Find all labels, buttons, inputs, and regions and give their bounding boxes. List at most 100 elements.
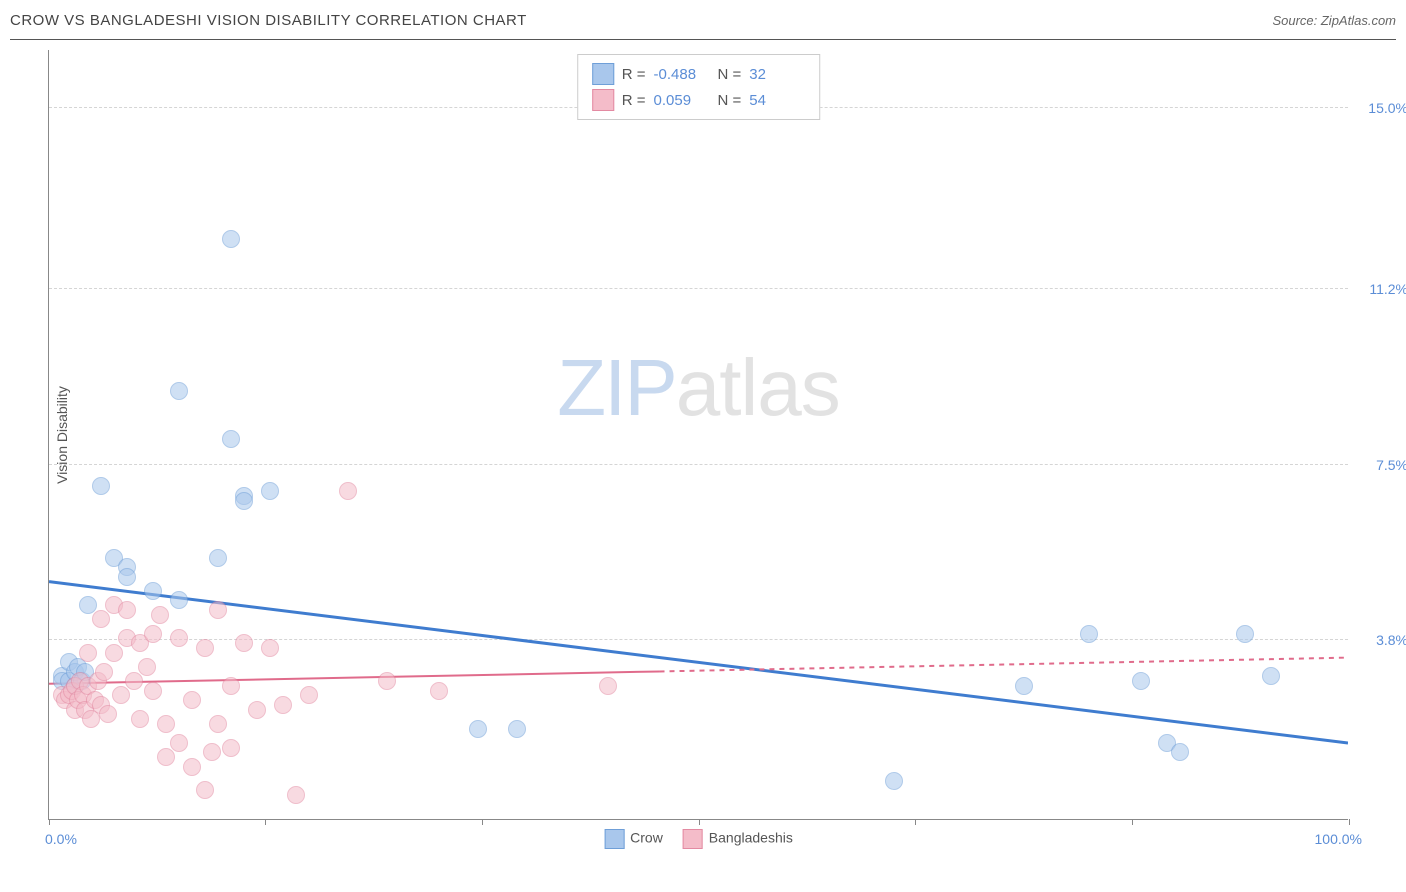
scatter-point <box>1080 625 1098 643</box>
scatter-point <box>112 686 130 704</box>
scatter-point <box>235 492 253 510</box>
scatter-point <box>235 634 253 652</box>
scatter-point <box>79 644 97 662</box>
watermark: ZIPatlas <box>557 342 839 434</box>
scatter-point <box>248 701 266 719</box>
scatter-point <box>157 715 175 733</box>
scatter-point <box>92 610 110 628</box>
scatter-point <box>105 644 123 662</box>
n-value-crow: 32 <box>749 66 805 83</box>
x-tick <box>265 819 266 825</box>
x-tick <box>699 819 700 825</box>
scatter-point <box>1236 625 1254 643</box>
scatter-point <box>209 601 227 619</box>
scatter-point <box>274 696 292 714</box>
scatter-point <box>339 482 357 500</box>
scatter-point <box>144 682 162 700</box>
scatter-point <box>261 639 279 657</box>
scatter-point <box>222 677 240 695</box>
chart-title: CROW VS BANGLADESHI VISION DISABILITY CO… <box>10 12 527 29</box>
scatter-point <box>151 606 169 624</box>
scatter-point <box>469 720 487 738</box>
legend-bottom-swatch-bangladeshis <box>683 829 703 849</box>
scatter-point <box>170 591 188 609</box>
scatter-point <box>222 430 240 448</box>
scatter-point <box>183 758 201 776</box>
scatter-point <box>118 601 136 619</box>
y-tick-label: 7.5% <box>1376 457 1406 473</box>
scatter-point <box>1015 677 1033 695</box>
legend-stats-row-bangladeshis: R = 0.059 N = 54 <box>592 87 806 113</box>
scatter-point <box>222 739 240 757</box>
scatter-point <box>430 682 448 700</box>
legend-swatch-crow <box>592 63 614 85</box>
r-value-bangladeshis: 0.059 <box>654 92 710 109</box>
scatter-point <box>95 663 113 681</box>
legend-bottom-label-bangladeshis: Bangladeshis <box>709 830 793 846</box>
scatter-point <box>125 672 143 690</box>
scatter-point <box>378 672 396 690</box>
legend-item-bangladeshis: Bangladeshis <box>683 829 793 849</box>
header-bar: CROW VS BANGLADESHI VISION DISABILITY CO… <box>10 8 1396 40</box>
scatter-point <box>1132 672 1150 690</box>
legend-bottom-label-crow: Crow <box>630 830 663 846</box>
scatter-point <box>92 477 110 495</box>
x-tick <box>49 819 50 825</box>
scatter-point <box>203 743 221 761</box>
scatter-point <box>222 230 240 248</box>
scatter-point <box>131 710 149 728</box>
y-tick-label: 11.2% <box>1369 281 1406 297</box>
scatter-point <box>209 549 227 567</box>
x-tick <box>1132 819 1133 825</box>
scatter-point <box>118 568 136 586</box>
watermark-atlas: atlas <box>676 343 840 432</box>
scatter-point <box>885 772 903 790</box>
trend-line <box>49 582 1348 743</box>
trend-line-dashed <box>660 658 1348 672</box>
trend-lines-svg <box>49 50 1348 819</box>
scatter-point <box>209 715 227 733</box>
x-axis-max-label: 100.0% <box>1315 831 1362 847</box>
scatter-point <box>170 382 188 400</box>
n-value-bangladeshis: 54 <box>749 92 805 109</box>
r-label: R = <box>622 92 646 109</box>
scatter-point <box>183 691 201 709</box>
y-axis-title: Vision Disability <box>54 386 70 484</box>
x-tick <box>915 819 916 825</box>
r-label: R = <box>622 66 646 83</box>
scatter-point <box>300 686 318 704</box>
legend-swatch-bangladeshis <box>592 89 614 111</box>
y-tick-label: 15.0% <box>1368 100 1406 116</box>
scatter-point <box>170 629 188 647</box>
grid-line: 11.2% <box>49 288 1348 289</box>
scatter-point <box>1171 743 1189 761</box>
legend-stats-box: R = -0.488 N = 32 R = 0.059 N = 54 <box>577 54 821 120</box>
watermark-zip: ZIP <box>557 343 675 432</box>
scatter-point <box>1262 667 1280 685</box>
legend-stats-row-crow: R = -0.488 N = 32 <box>592 61 806 87</box>
scatter-point <box>599 677 617 695</box>
scatter-point <box>144 625 162 643</box>
legend-bottom-swatch-crow <box>604 829 624 849</box>
scatter-point <box>196 639 214 657</box>
grid-line: 7.5% <box>49 464 1348 465</box>
scatter-point <box>261 482 279 500</box>
n-label: N = <box>718 92 742 109</box>
x-tick <box>1349 819 1350 825</box>
y-tick-label: 3.8% <box>1376 632 1406 648</box>
legend-item-crow: Crow <box>604 829 663 849</box>
scatter-point <box>144 582 162 600</box>
legend-bottom: Crow Bangladeshis <box>604 829 793 849</box>
scatter-point <box>157 748 175 766</box>
scatter-point <box>508 720 526 738</box>
scatter-point <box>196 781 214 799</box>
source-label: Source: ZipAtlas.com <box>1272 13 1396 28</box>
scatter-point <box>138 658 156 676</box>
plot-area: ZIPatlas Vision Disability 3.8%7.5%11.2%… <box>48 50 1348 820</box>
n-label: N = <box>718 66 742 83</box>
x-axis-min-label: 0.0% <box>45 831 77 847</box>
scatter-point <box>99 705 117 723</box>
scatter-point <box>170 734 188 752</box>
r-value-crow: -0.488 <box>654 66 710 83</box>
x-tick <box>482 819 483 825</box>
